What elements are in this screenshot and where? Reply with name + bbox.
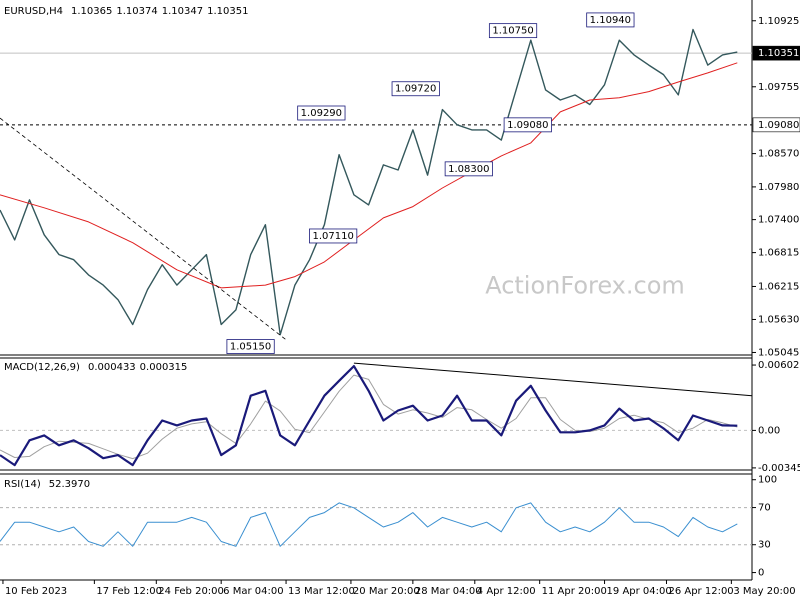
panel-reading: 1.10347 bbox=[162, 6, 203, 17]
panel-reading: 1.10374 bbox=[116, 6, 157, 17]
level-label-box bbox=[752, 45, 800, 61]
y-tick-label: 1.10925 bbox=[758, 16, 799, 27]
series-line bbox=[0, 28, 738, 336]
level-label-box bbox=[752, 117, 800, 133]
x-tick-label: 3 May 20:00 bbox=[733, 586, 795, 597]
annotation-box bbox=[309, 228, 358, 244]
level-label: 1.09080 bbox=[758, 120, 799, 131]
x-tick-label: 24 Feb 20:00 bbox=[158, 586, 224, 597]
x-tick-label: 17 Feb 12:00 bbox=[96, 586, 162, 597]
series-line bbox=[0, 117, 287, 341]
y-tick-label: 1.05630 bbox=[758, 314, 799, 325]
y-tick-label: 1.05045 bbox=[758, 347, 799, 358]
series-line bbox=[0, 62, 738, 289]
annotation-box bbox=[488, 23, 538, 39]
x-tick-label: 28 Mar 04:00 bbox=[415, 586, 482, 597]
x-tick-label: 4 Apr 12:00 bbox=[477, 586, 536, 597]
annotation-label: 1.08300 bbox=[448, 164, 489, 175]
annotation-label: 1.05150 bbox=[230, 342, 271, 353]
annotation-label: 1.10750 bbox=[492, 26, 533, 37]
y-tick-label: 1.09755 bbox=[758, 82, 799, 93]
panel-reading: 52.3970 bbox=[49, 479, 90, 490]
y-tick-label: 1.08570 bbox=[758, 149, 799, 160]
y-tick-label: 0 bbox=[758, 568, 764, 579]
y-tick-label: 100 bbox=[758, 475, 777, 486]
panel-reading: 0.000315 bbox=[140, 362, 188, 373]
panel-reading: 1.10365 bbox=[71, 6, 112, 17]
x-tick-label: 26 Apr 12:00 bbox=[668, 586, 733, 597]
watermark: ActionForex.com bbox=[485, 271, 685, 299]
annotation-box bbox=[444, 161, 493, 177]
y-tick-label: -0.003456 bbox=[758, 463, 800, 474]
series-line bbox=[353, 362, 753, 397]
annotation-box bbox=[297, 105, 346, 121]
y-tick-label: 1.06815 bbox=[758, 248, 799, 259]
x-tick-label: 19 Apr 04:00 bbox=[607, 586, 672, 597]
panel-reading: 1.10351 bbox=[207, 6, 248, 17]
x-tick-label: 11 Apr 20:00 bbox=[542, 586, 607, 597]
annotation-label: 1.09720 bbox=[395, 84, 436, 95]
series-line bbox=[0, 374, 738, 460]
y-tick-label: 0.006023 bbox=[758, 360, 800, 371]
y-tick-label: 70 bbox=[758, 503, 771, 514]
y-tick-label: 30 bbox=[758, 540, 771, 551]
level-label: 1.10351 bbox=[758, 48, 799, 59]
y-tick-label: 1.07980 bbox=[758, 182, 799, 193]
panel-title: MACD(12,26,9) bbox=[4, 362, 80, 373]
panel-title: RSI(14) bbox=[4, 479, 41, 490]
annotation-box bbox=[226, 339, 275, 354]
y-tick-label: 0.00 bbox=[758, 425, 780, 436]
panel-reading: 0.000433 bbox=[88, 362, 136, 373]
annotation-label: 1.09080 bbox=[507, 120, 548, 131]
annotation-label: 1.07110 bbox=[312, 231, 353, 242]
series-line bbox=[0, 365, 738, 467]
panel-title: EURUSD,H4 bbox=[4, 6, 63, 17]
x-tick-label: 20 Mar 20:00 bbox=[353, 586, 420, 597]
annotation-label: 1.10940 bbox=[590, 15, 631, 26]
y-tick-label: 1.06215 bbox=[758, 281, 799, 292]
x-tick-label: 6 Mar 04:00 bbox=[223, 586, 283, 597]
annotation-label: 1.09290 bbox=[301, 108, 342, 119]
annotation-box bbox=[503, 117, 552, 133]
series-line bbox=[0, 502, 738, 547]
x-tick-label: 13 Mar 12:00 bbox=[288, 586, 355, 597]
y-tick-label: 1.07400 bbox=[758, 215, 799, 226]
x-tick-label: 10 Feb 2023 bbox=[5, 586, 67, 597]
annotation-box bbox=[586, 12, 635, 28]
annotation-box bbox=[391, 81, 440, 97]
